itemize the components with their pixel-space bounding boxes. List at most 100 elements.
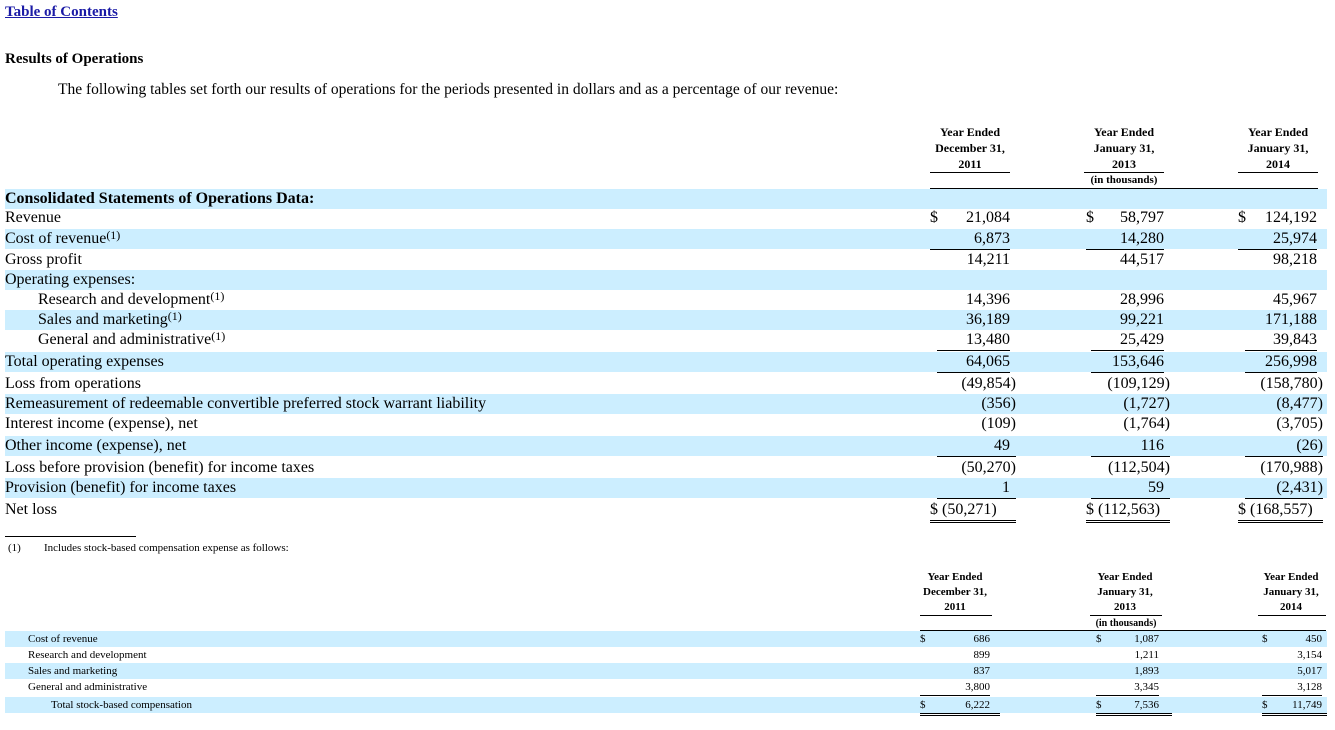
table-row: Total operating expenses 64,065 153,646 … xyxy=(5,352,1327,373)
dollar-sign: $ xyxy=(920,697,1000,716)
units-note: (in thousands) xyxy=(1090,174,1158,186)
value-cell: 1 xyxy=(937,478,1016,499)
value-cell: (26) xyxy=(1245,436,1323,457)
value-cell: 13,480 xyxy=(937,330,1010,351)
column-header-fy2013: Year Ended January 31, 2013 xyxy=(1093,125,1155,171)
row-label: Sales and marketing(1) xyxy=(38,309,182,328)
value-cell: 28,996 xyxy=(1120,291,1164,308)
dollar-sign: $ xyxy=(1096,633,1102,645)
value-cell: (3,705) xyxy=(1276,415,1323,432)
value-cell: $ (168,557) xyxy=(1238,500,1323,523)
header-rule xyxy=(930,188,1318,189)
sbc-column-header-fy2014: Year Ended January 31, 2014 xyxy=(1263,571,1319,613)
table-row: Loss from operations (49,854) (109,129) … xyxy=(5,374,1327,394)
row-label: Loss before provision (benefit) for inco… xyxy=(5,459,315,476)
section-intro: The following tables set forth our resul… xyxy=(58,81,839,98)
sbc-value-cell: 899 xyxy=(973,649,991,661)
dollar-sign: $ xyxy=(930,209,938,226)
sbc-header-rule xyxy=(920,615,992,616)
value-cell: (50,270) xyxy=(961,459,1016,476)
row-label: Total operating expenses xyxy=(5,353,164,370)
row-label: Remeasurement of redeemable convertible … xyxy=(5,395,487,412)
value-cell: $ (50,271) xyxy=(930,500,1016,523)
value-cell: (8,477) xyxy=(1276,395,1323,412)
dollar-sign: $ xyxy=(920,633,926,645)
row-label: Net loss xyxy=(5,501,57,518)
table-row: Research and development(1) 14,396 28,99… xyxy=(5,290,1327,310)
value-cell: 64,065 xyxy=(937,352,1010,373)
sbc-table-row: General and administrative 3,800 3,345 3… xyxy=(5,679,1327,696)
value-cell: $ (112,563) xyxy=(1086,500,1170,523)
value-cell: (112,504) xyxy=(1107,459,1170,476)
value-cell: 39,843 xyxy=(1245,330,1317,351)
value-cell: (158,780) xyxy=(1260,375,1323,392)
column-header-fy2014: Year Ended January 31, 2014 xyxy=(1247,125,1309,171)
table-section-heading-row: Consolidated Statements of Operations Da… xyxy=(5,189,1327,209)
value-cell: (170,988) xyxy=(1260,459,1323,476)
table-row: Loss before provision (benefit) for inco… xyxy=(5,458,1327,478)
section-title: Results of Operations xyxy=(5,51,144,67)
value-cell: 256,998 xyxy=(1245,352,1317,373)
footnote-marker: (1) xyxy=(8,542,21,554)
value-cell: 116 xyxy=(1091,436,1170,457)
value-cell: 21,084 xyxy=(966,209,1010,226)
value-cell: 99,221 xyxy=(1120,311,1164,328)
value-cell: 36,189 xyxy=(966,311,1010,328)
sbc-table-row: Research and development 899 1,211 3,154 xyxy=(5,647,1327,663)
sbc-table-row: Sales and marketing 837 1,893 5,017 xyxy=(5,663,1327,679)
sbc-row-label: Sales and marketing xyxy=(28,665,118,677)
table-of-contents-link[interactable]: Table of Contents xyxy=(5,4,118,20)
row-label: Other income (expense), net xyxy=(5,437,187,454)
row-label: Interest income (expense), net xyxy=(5,415,198,432)
sbc-value-cell: 450 xyxy=(1305,633,1323,645)
value-cell: (1,727) xyxy=(1123,395,1170,412)
table-row: Revenue $ 21,084 $ 58,797 $ 124,192 xyxy=(5,208,1327,228)
sbc-value-cell: 3,154 xyxy=(1297,649,1322,661)
value-cell: 124,192 xyxy=(1265,209,1317,226)
table-row: Interest income (expense), net (109) (1,… xyxy=(5,414,1327,434)
sbc-value-cell: 3,345 xyxy=(1096,679,1159,696)
row-label: Operating expenses: xyxy=(5,271,136,288)
row-label: Revenue xyxy=(5,209,61,226)
row-label: Loss from operations xyxy=(5,375,141,392)
sbc-value-cell: 1,211 xyxy=(1134,649,1159,661)
table-row: Operating expenses: xyxy=(5,270,1327,290)
value-cell: (109) xyxy=(981,415,1016,432)
table-row: Other income (expense), net 49 116 (26) xyxy=(5,436,1327,457)
row-label: Research and development(1) xyxy=(38,289,225,308)
sbc-value-cell: 1,893 xyxy=(1134,665,1159,677)
table-row: Gross profit 14,211 44,517 98,218 xyxy=(5,250,1327,270)
sbc-value-cell: 3,800 xyxy=(920,679,990,696)
sbc-value-cell: 686 xyxy=(973,633,991,645)
value-cell: (2,431) xyxy=(1245,478,1323,499)
value-cell: 25,429 xyxy=(1091,330,1164,351)
sbc-value-cell: 11,749 xyxy=(1292,699,1322,711)
value-cell: (356) xyxy=(981,395,1016,412)
sbc-value-cell: 6,222 xyxy=(965,699,990,711)
sbc-value-cell: 3,128 xyxy=(1262,679,1322,696)
header-rule xyxy=(1238,172,1318,173)
table-row: Remeasurement of redeemable convertible … xyxy=(5,394,1327,414)
header-rule xyxy=(930,172,1010,173)
sbc-units-note: (in thousands) xyxy=(1095,618,1157,629)
sbc-table-row: Cost of revenue $ 686 $ 1,087 $ 450 xyxy=(5,631,1327,647)
dollar-sign: $ xyxy=(1262,697,1327,716)
value-cell: 49 xyxy=(937,436,1016,457)
dollar-sign: $ xyxy=(1096,697,1172,716)
value-cell: 14,396 xyxy=(966,291,1010,308)
row-label: Gross profit xyxy=(5,251,82,268)
sbc-table-row: Total stock-based compensation $ 6,222 $… xyxy=(5,697,1327,716)
column-header-fy2011: Year Ended December 31, 2011 xyxy=(935,125,1005,171)
sbc-row-label: Research and development xyxy=(28,649,147,661)
header-rule xyxy=(1084,172,1164,173)
value-cell: (49,854) xyxy=(961,375,1016,392)
sbc-value-cell: 1,087 xyxy=(1134,633,1159,645)
sbc-row-label: General and administrative xyxy=(28,681,148,693)
sbc-value-cell: 7,536 xyxy=(1134,699,1159,711)
table-row: Sales and marketing(1) 36,189 99,221 171… xyxy=(5,310,1327,330)
sbc-row-label: Total stock-based compensation xyxy=(51,699,192,711)
value-cell: 153,646 xyxy=(1091,352,1164,373)
table-row: Cost of revenue(1) 6,873 14,280 25,974 xyxy=(5,229,1327,250)
value-cell: 6,873 xyxy=(930,229,1010,250)
table-row: Net loss $ (50,271) $ (112,563) $ (168,5… xyxy=(5,500,1327,523)
